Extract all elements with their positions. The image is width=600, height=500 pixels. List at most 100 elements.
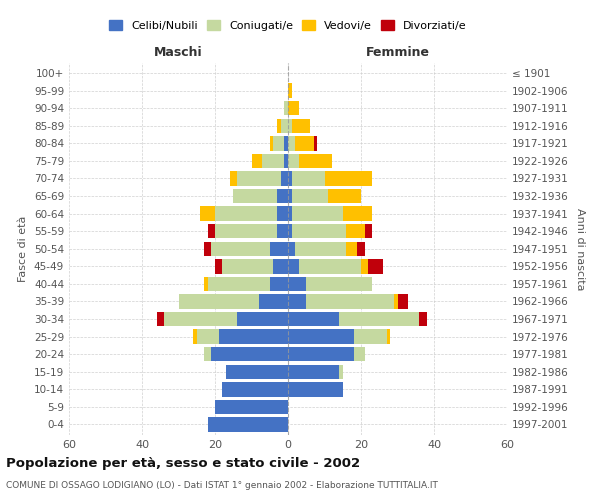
Bar — [193, 330, 288, 344]
Bar — [288, 276, 306, 291]
Bar — [288, 347, 365, 362]
Bar — [288, 294, 409, 308]
Bar — [215, 400, 288, 414]
Bar — [208, 418, 288, 432]
Bar — [288, 242, 295, 256]
Bar — [288, 330, 390, 344]
Bar — [288, 189, 328, 203]
Bar — [288, 242, 346, 256]
Bar — [288, 154, 299, 168]
Text: Popolazione per età, sesso e stato civile - 2002: Popolazione per età, sesso e stato civil… — [6, 458, 360, 470]
Bar — [251, 154, 288, 168]
Bar — [274, 259, 288, 274]
Bar — [288, 154, 332, 168]
Bar — [215, 206, 288, 221]
Y-axis label: Anni di nascita: Anni di nascita — [575, 208, 585, 290]
Bar — [277, 206, 288, 221]
Text: COMUNE DI OSSAGO LODIGIANO (LO) - Dati ISTAT 1° gennaio 2002 - Elaborazione TUTT: COMUNE DI OSSAGO LODIGIANO (LO) - Dati I… — [6, 481, 438, 490]
Bar — [288, 347, 365, 362]
Bar — [179, 294, 288, 308]
Bar — [223, 382, 288, 396]
Text: Maschi: Maschi — [154, 46, 203, 59]
Bar — [288, 189, 361, 203]
Bar — [288, 312, 419, 326]
Bar — [270, 136, 288, 150]
Bar — [200, 206, 288, 221]
Bar — [237, 312, 288, 326]
Bar — [288, 382, 343, 396]
Text: Femmine: Femmine — [365, 46, 430, 59]
Bar — [270, 276, 288, 291]
Bar — [204, 347, 288, 362]
Bar — [288, 118, 310, 133]
Bar — [223, 259, 288, 274]
Bar — [288, 224, 346, 238]
Bar — [288, 382, 343, 396]
Bar — [230, 172, 288, 185]
Bar — [204, 276, 288, 291]
Bar — [284, 101, 288, 116]
Bar — [288, 136, 314, 150]
Bar — [288, 101, 299, 116]
Bar — [288, 276, 372, 291]
Bar — [277, 189, 288, 203]
Bar — [179, 294, 288, 308]
Bar — [288, 242, 365, 256]
Bar — [215, 259, 288, 274]
Bar — [211, 242, 288, 256]
Bar — [288, 101, 299, 116]
Bar — [288, 312, 427, 326]
Bar — [200, 206, 288, 221]
Bar — [164, 312, 288, 326]
Bar — [215, 400, 288, 414]
Bar — [284, 154, 288, 168]
Bar — [284, 101, 288, 116]
Legend: Celibi/Nubili, Coniugati/e, Vedovi/e, Divorziati/e: Celibi/Nubili, Coniugati/e, Vedovi/e, Di… — [105, 16, 471, 35]
Bar — [223, 382, 288, 396]
Bar — [288, 330, 390, 344]
Bar — [204, 347, 288, 362]
Bar — [215, 224, 288, 238]
Bar — [288, 118, 310, 133]
Bar — [288, 276, 372, 291]
Bar — [193, 330, 288, 344]
Bar — [259, 294, 288, 308]
Bar — [288, 84, 292, 98]
Bar — [288, 206, 292, 221]
Bar — [288, 172, 325, 185]
Bar — [281, 172, 288, 185]
Bar — [288, 364, 343, 379]
Bar — [288, 206, 343, 221]
Bar — [215, 400, 288, 414]
Bar — [281, 118, 288, 133]
Bar — [288, 294, 394, 308]
Bar — [288, 382, 343, 396]
Bar — [204, 347, 288, 362]
Bar — [211, 347, 288, 362]
Bar — [284, 136, 288, 150]
Bar — [288, 330, 386, 344]
Bar — [288, 224, 365, 238]
Bar — [197, 330, 288, 344]
Bar — [277, 224, 288, 238]
Bar — [288, 294, 306, 308]
Bar — [288, 136, 317, 150]
Bar — [288, 189, 292, 203]
Bar — [288, 364, 339, 379]
Bar — [288, 136, 295, 150]
Bar — [288, 294, 398, 308]
Bar — [204, 242, 288, 256]
Bar — [288, 189, 361, 203]
Bar — [288, 242, 358, 256]
Bar — [288, 224, 292, 238]
Bar — [288, 172, 372, 185]
Bar — [288, 259, 368, 274]
Bar — [164, 312, 288, 326]
Bar — [179, 294, 288, 308]
Bar — [288, 206, 372, 221]
Bar — [288, 312, 419, 326]
Bar — [230, 172, 288, 185]
Bar — [208, 418, 288, 432]
Bar — [226, 364, 288, 379]
Bar — [251, 154, 288, 168]
